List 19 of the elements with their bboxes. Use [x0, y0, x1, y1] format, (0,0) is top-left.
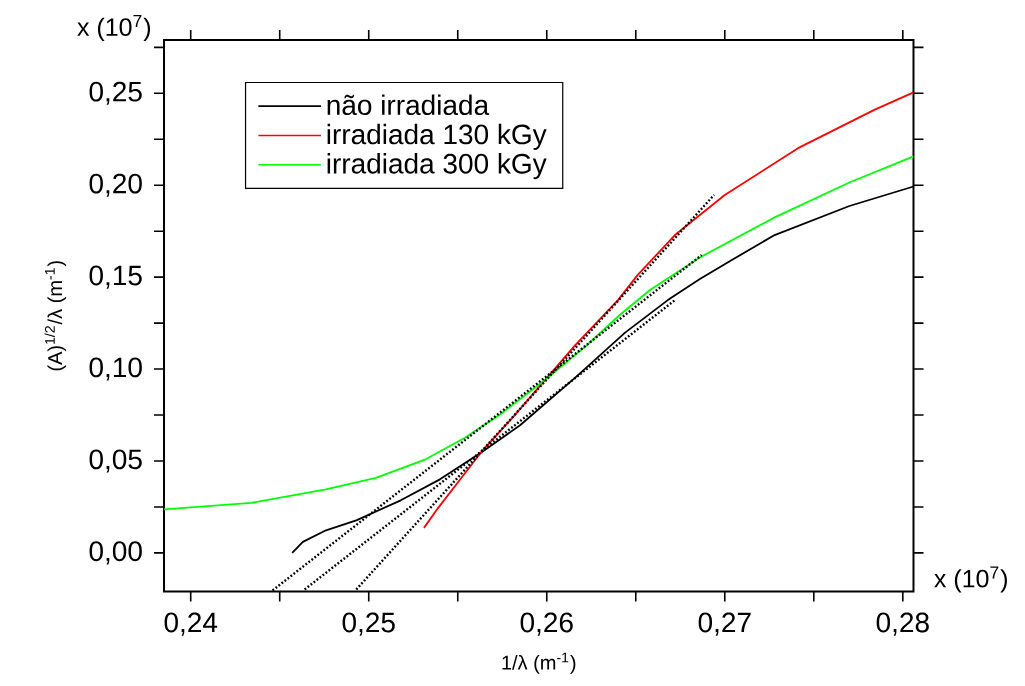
- x-tick-label: 0,28: [876, 612, 929, 636]
- y-tick-label: 0,25: [89, 81, 142, 105]
- legend-label: irradiada 130 kGy: [327, 123, 547, 150]
- y-tick-label: 0,20: [89, 173, 142, 197]
- text: x (10$^{7}$): [77, 15, 151, 41]
- x-tick-label: 0,24: [164, 612, 218, 636]
- y-tick-label: 0,10: [89, 357, 142, 381]
- y-tick-label: 0,15: [89, 265, 142, 289]
- x-tick-label: 0,27: [698, 612, 751, 636]
- x-axis-title: 1/λ (m$^{-1}$): [502, 652, 576, 674]
- line-series: [164, 155, 914, 511]
- x-tick-label: 0,25: [342, 612, 395, 636]
- x-tick-label: 0,26: [520, 612, 573, 636]
- legend-label: irradiada 300 kGy: [327, 153, 547, 180]
- y-tick-label: 0,00: [89, 541, 142, 565]
- text: x (10$^{7}$): [934, 566, 1007, 593]
- legend-label: não irradiada: [327, 94, 490, 116]
- y-axis-title: (A)$^{1/2}$/λ (m$^{-1}$): [44, 261, 67, 371]
- y-tick-label: 0,05: [89, 449, 142, 473]
